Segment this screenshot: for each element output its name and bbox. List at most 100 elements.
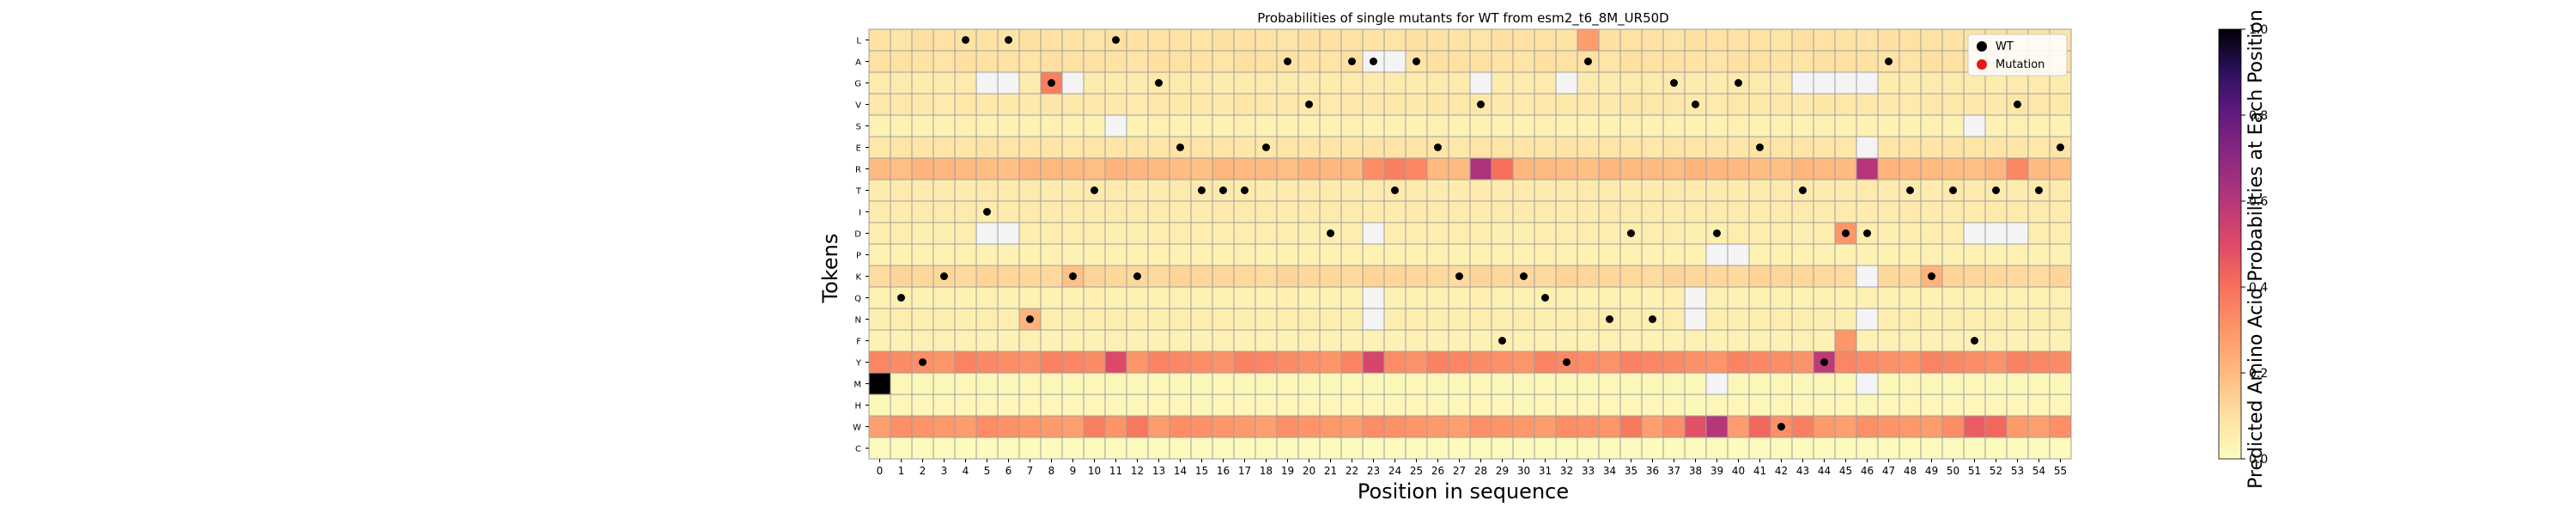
heatmap-cell	[1212, 286, 1235, 309]
x-tick-label: 19	[1281, 465, 1294, 477]
heatmap-cell	[1362, 200, 1385, 223]
heatmap-cell	[1297, 351, 1321, 374]
heatmap-cell	[1491, 222, 1514, 245]
heatmap-cell	[1534, 243, 1557, 266]
heatmap-cell	[1018, 351, 1042, 374]
heatmap-cell	[1899, 243, 1922, 266]
heatmap-cell	[1641, 265, 1664, 288]
heatmap-cell	[868, 50, 891, 73]
heatmap-cell	[1426, 329, 1449, 352]
heatmap-cell	[1834, 114, 1857, 137]
heatmap-cell	[1856, 394, 1879, 417]
heatmap-cell	[1233, 200, 1256, 223]
heatmap-cell	[1984, 308, 2008, 331]
heatmap-cell	[1619, 351, 1643, 374]
heatmap-cell	[1426, 265, 1449, 288]
heatmap-cell	[1856, 157, 1879, 180]
heatmap-cell	[975, 243, 999, 266]
heatmap-cell	[868, 415, 891, 438]
heatmap-cell	[1941, 329, 1965, 352]
heatmap-cell	[1169, 222, 1192, 245]
heatmap-cell	[1040, 200, 1063, 223]
heatmap-cell	[1941, 243, 1965, 266]
x-tick-label: 23	[1367, 465, 1380, 477]
heatmap-cell	[1018, 286, 1042, 309]
heatmap-cell	[1383, 28, 1406, 52]
heatmap-cell	[1963, 157, 1986, 180]
heatmap-cell	[1941, 157, 1965, 180]
heatmap-cell	[1963, 114, 1986, 137]
heatmap-cell	[1147, 93, 1170, 116]
heatmap-cell	[1941, 93, 1965, 116]
heatmap-cell	[1297, 415, 1321, 438]
x-tick-label: 27	[1453, 465, 1466, 477]
heatmap-cell	[1405, 351, 1428, 374]
heatmap-cell	[1255, 179, 1278, 202]
heatmap-cell	[1276, 286, 1299, 309]
wt-dot	[940, 272, 948, 280]
heatmap-cell	[1899, 286, 1922, 309]
heatmap-cell	[1405, 243, 1428, 266]
heatmap-cell	[1126, 114, 1149, 137]
heatmap-cell	[1748, 308, 1771, 331]
heatmap-cell	[1941, 222, 1965, 245]
heatmap-cell	[1147, 286, 1170, 309]
heatmap-cell	[1383, 136, 1406, 159]
heatmap-cell	[954, 114, 977, 137]
heatmap-cell	[1791, 265, 1814, 288]
wt-dot	[1005, 36, 1012, 44]
legend-label: Mutation	[1996, 58, 2044, 71]
heatmap-cell	[1448, 200, 1471, 223]
x-tick-label: 46	[1861, 465, 1874, 477]
heatmap-cell	[1255, 222, 1278, 245]
x-tick-label: 8	[1048, 465, 1055, 477]
heatmap-cell	[1877, 93, 1900, 116]
heatmap-cell	[1512, 415, 1535, 438]
heatmap-cell	[1233, 415, 1256, 438]
heatmap-cell	[1469, 179, 1492, 202]
heatmap-cell	[1941, 136, 1965, 159]
heatmap-cell	[1662, 200, 1686, 223]
heatmap-cell	[1448, 93, 1471, 116]
wt-dot	[1133, 272, 1141, 280]
heatmap-cell	[1018, 50, 1042, 73]
y-tick-label: I	[859, 209, 861, 218]
heatmap-cell	[2049, 179, 2072, 202]
heatmap-cell	[975, 415, 999, 438]
heatmap-cell	[1813, 308, 1836, 331]
heatmap-cell	[1770, 394, 1793, 417]
heatmap-cell	[1383, 114, 1406, 137]
heatmap-cell	[1770, 329, 1793, 352]
heatmap-cell	[1684, 265, 1707, 288]
heatmap-cell	[1190, 28, 1213, 52]
heatmap-cell	[1212, 265, 1235, 288]
heatmap-cell	[1169, 71, 1192, 95]
heatmap-cell	[1577, 71, 1600, 95]
wt-dot	[1842, 229, 1850, 237]
heatmap-cell	[1383, 200, 1406, 223]
wt-dot	[1155, 79, 1163, 87]
y-tick-label: C	[855, 445, 861, 455]
heatmap-cell	[1383, 351, 1406, 374]
heatmap-cell	[2006, 329, 2029, 352]
y-tick-label: E	[856, 144, 861, 154]
heatmap-cell	[1212, 71, 1235, 95]
heatmap-cell	[1770, 243, 1793, 266]
heatmap-cell	[1512, 93, 1535, 116]
heatmap-cell	[1984, 286, 2008, 309]
wt-dot	[1348, 58, 1356, 65]
heatmap-cell	[1297, 222, 1321, 245]
legend-marker	[1977, 41, 1987, 52]
heatmap-cell	[1018, 265, 1042, 288]
heatmap-cell	[1598, 394, 1621, 417]
heatmap-cell	[1856, 437, 1879, 460]
heatmap-cell	[933, 71, 956, 95]
heatmap-cell	[1791, 28, 1814, 52]
wt-dot	[1455, 272, 1463, 280]
heatmap-cell	[1577, 394, 1600, 417]
heatmap-cell	[1169, 308, 1192, 331]
heatmap-cell	[1727, 136, 1750, 159]
heatmap-cell	[1233, 308, 1256, 331]
heatmap-cell	[1212, 372, 1235, 395]
heatmap-cell	[1319, 286, 1342, 309]
